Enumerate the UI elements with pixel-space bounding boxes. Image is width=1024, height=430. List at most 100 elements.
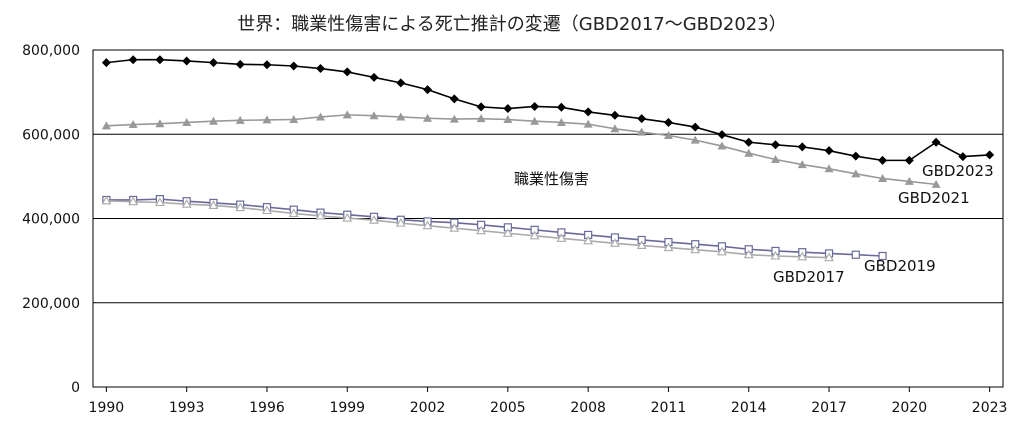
data-point-gbd2023 xyxy=(155,55,165,65)
data-point-gbd2017 xyxy=(717,246,727,256)
data-point-gbd2021 xyxy=(744,148,754,157)
data-point-gbd2021 xyxy=(316,112,325,121)
data-point-gbd2021 xyxy=(449,114,459,123)
data-point-gbd2023 xyxy=(931,137,941,147)
series-label-gbd2019: GBD2019 xyxy=(864,257,936,275)
data-point-gbd2021 xyxy=(610,124,620,133)
data-point-gbd2023 xyxy=(396,78,406,88)
series-label-gbd2021: GBD2021 xyxy=(898,189,970,207)
data-point-gbd2021 xyxy=(637,127,647,136)
x-axis: 1990 1993 1996 1999 2002 2005 2008 2011 2014 2017… xyxy=(89,387,1008,416)
data-point-gbd2021 xyxy=(396,112,406,121)
data-point-gbd2021 xyxy=(101,121,111,130)
data-point-gbd2021 xyxy=(369,111,379,120)
chart-title: 世界：職業性傷害による死亡推計の変遷（GBD2017～GBD2023） xyxy=(237,14,786,35)
chart-annotation: 職業性傷害 xyxy=(514,170,589,188)
data-point-gbd2023 xyxy=(771,140,780,150)
data-point-gbd2023 xyxy=(851,151,861,161)
data-point-gbd2017 xyxy=(556,233,567,242)
data-point-gbd2017 xyxy=(395,218,406,227)
x-tick-label: 2020 xyxy=(892,400,928,416)
data-point-gbd2021 xyxy=(904,176,914,185)
series-line-gbd2019 xyxy=(106,198,883,257)
data-point-gbd2021 xyxy=(128,120,138,129)
data-point-gbd2021 xyxy=(556,117,566,126)
data-point-gbd2023 xyxy=(182,56,192,66)
data-point-gbd2017 xyxy=(181,199,192,208)
x-tick-label: 2023 xyxy=(972,400,1008,416)
x-tick-label: 2017 xyxy=(811,400,847,416)
data-point-gbd2017 xyxy=(609,238,620,247)
series-line-gbd2017 xyxy=(106,200,830,259)
data-point-gbd2023 xyxy=(744,137,754,147)
series-line-gbd2023 xyxy=(106,58,990,162)
y-tick-label: 400,000 xyxy=(22,212,80,228)
data-point-gbd2017 xyxy=(476,225,487,235)
data-point-gbd2023 xyxy=(503,104,513,114)
data-point-gbd2023 xyxy=(556,102,566,112)
data-point-gbd2023 xyxy=(690,122,700,132)
data-point-gbd2023 xyxy=(101,58,111,68)
y-tick-label: 800,000 xyxy=(22,43,80,59)
data-point-gbd2021 xyxy=(155,119,165,128)
data-point-gbd2023 xyxy=(423,85,433,95)
data-point-gbd2019 xyxy=(878,251,887,261)
data-point-gbd2023 xyxy=(583,107,593,117)
y-tick-label: 600,000 xyxy=(22,127,80,143)
data-point-gbd2017 xyxy=(529,230,540,240)
x-tick-label: 2002 xyxy=(410,400,446,416)
x-tick-label: 2005 xyxy=(490,400,526,416)
x-tick-label: 1996 xyxy=(249,400,285,416)
data-point-gbd2021 xyxy=(797,160,807,169)
data-point-gbd2021 xyxy=(771,155,780,164)
data-point-gbd2021 xyxy=(235,115,245,124)
series-label-gbd2023: GBD2023 xyxy=(922,162,994,180)
data-point-gbd2021 xyxy=(182,117,192,126)
data-point-gbd2017 xyxy=(262,205,272,215)
data-point-gbd2023 xyxy=(128,55,138,65)
data-point-gbd2021 xyxy=(717,141,727,150)
data-point-gbd2021 xyxy=(824,164,834,173)
data-point-gbd2021 xyxy=(583,119,593,128)
grid-lines xyxy=(93,133,1003,304)
data-point-gbd2023 xyxy=(449,94,459,104)
data-point-gbd2021 xyxy=(342,110,352,119)
data-point-gbd2017 xyxy=(743,249,754,259)
data-point-gbd2023 xyxy=(289,61,299,71)
y-tick-label: 0 xyxy=(71,380,80,396)
data-point-gbd2023 xyxy=(637,114,647,124)
data-point-gbd2017 xyxy=(235,202,246,212)
data-point-gbd2023 xyxy=(958,152,968,162)
data-point-gbd2021 xyxy=(690,135,700,144)
data-point-gbd2017 xyxy=(315,210,326,220)
data-point-gbd2021 xyxy=(503,115,513,124)
data-point-gbd2021 xyxy=(530,116,540,125)
data-point-gbd2019 xyxy=(851,250,860,259)
data-point-gbd2023 xyxy=(342,67,352,77)
data-point-gbd2021 xyxy=(878,173,888,182)
data-point-gbd2017 xyxy=(663,242,674,252)
data-point-gbd2023 xyxy=(904,155,914,165)
x-tick-label: 2008 xyxy=(570,400,606,416)
x-tick-label: 1990 xyxy=(89,400,125,416)
plot-area-border xyxy=(92,49,1004,388)
data-point-gbd2021 xyxy=(262,115,272,124)
data-point-gbd2023 xyxy=(610,110,620,120)
data-point-gbd2017 xyxy=(369,215,379,224)
data-point-gbd2017 xyxy=(288,208,299,217)
data-point-gbd2023 xyxy=(235,59,245,69)
y-tick-label: 200,000 xyxy=(22,296,80,312)
x-tick-label: 1999 xyxy=(329,400,365,416)
data-point-gbd2017 xyxy=(797,251,808,261)
data-point-gbd2023 xyxy=(369,72,379,82)
data-point-gbd2021 xyxy=(289,115,299,124)
data-point-gbd2023 xyxy=(717,130,727,140)
data-point-gbd2021 xyxy=(423,113,433,122)
series-group xyxy=(101,55,995,262)
data-point-gbd2017 xyxy=(690,244,701,254)
data-point-gbd2017 xyxy=(636,240,647,250)
data-point-gbd2023 xyxy=(208,58,218,68)
data-point-gbd2017 xyxy=(208,200,219,209)
data-point-gbd2017 xyxy=(422,220,433,230)
